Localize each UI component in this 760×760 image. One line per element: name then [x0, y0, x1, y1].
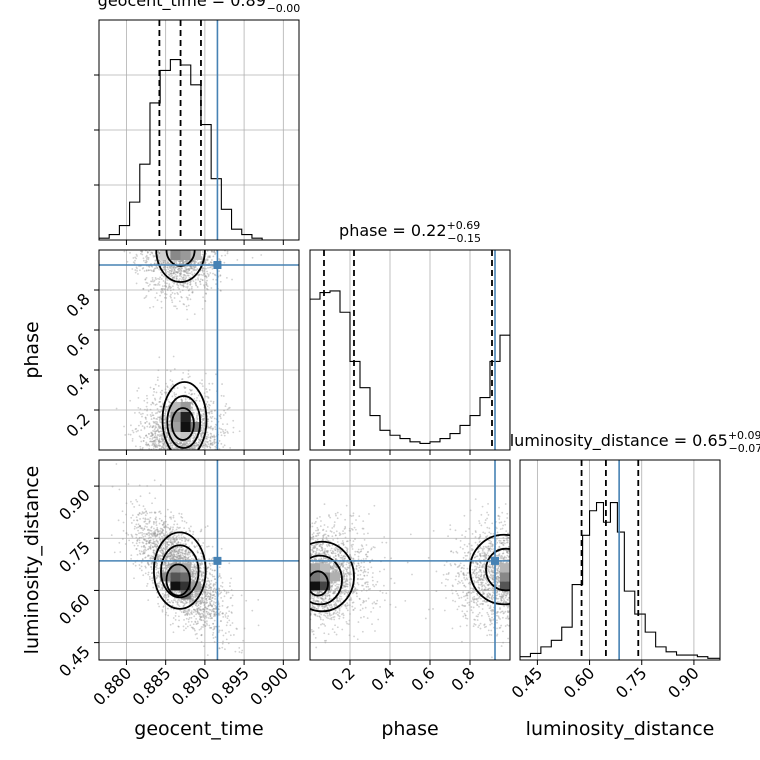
x-tick-label: 0.60: [560, 663, 599, 702]
truth-marker: [491, 556, 499, 565]
density-cell: [500, 581, 510, 591]
y-tick-label: 0.90: [55, 485, 94, 524]
marginal-title: phase = 0.22+0.69 −0.15: [339, 219, 481, 245]
density-cell: [330, 572, 340, 582]
joint-geocent_time-luminosity_distance: 0.45 0.60 0.75 0.90 0.8800.8850.8900.8950.90…: [55, 459, 300, 709]
joint-phase-luminosity_distance: 0.2 0.4 0.6 0.8: [309, 459, 511, 695]
density-cell: [180, 572, 191, 582]
x-tick-label: 0.890: [168, 663, 214, 709]
panel-border: [98, 249, 300, 451]
density-cell: [180, 432, 191, 442]
contour-line: [160, 544, 200, 599]
marginal-title: luminosity_distance = 0.65+0.09 −0.07: [510, 429, 760, 455]
contour-line: [153, 531, 207, 610]
density-cell: [310, 581, 320, 591]
x-tick-label: 0.4: [367, 663, 398, 694]
panel-border: [309, 249, 511, 451]
density-cell: [180, 590, 191, 600]
y-tick-label: 0.60: [55, 590, 94, 629]
density-cell: [180, 581, 191, 591]
density-cell: [320, 563, 330, 573]
density-cell: [170, 412, 181, 422]
density-cell: [180, 402, 191, 412]
density-cell: [310, 563, 320, 573]
density-cell: [320, 572, 330, 582]
x-axis-label: phase: [381, 718, 438, 740]
density-cell: [170, 422, 181, 432]
y-tick-label: 0.2: [62, 409, 93, 440]
contour-line: [166, 395, 202, 449]
x-tick-label: 0.880: [89, 663, 135, 709]
marginal-title: geocent_time = 0.89+0.00−0.00: [98, 0, 301, 15]
x-tick-label: 0.2: [327, 663, 358, 694]
y-tick-label: 0.8: [62, 289, 93, 320]
histogram-luminosity_distance: [520, 502, 720, 660]
density-cell: [500, 572, 510, 582]
panel-border: [519, 459, 721, 661]
marginal-geocent_time: geocent_time = 0.89+0.00−0.00: [94, 0, 300, 245]
contour-line: [485, 547, 510, 592]
contour-line: [469, 533, 510, 606]
histogram-geocent_time: [99, 59, 299, 240]
x-tick-label: 0.895: [207, 663, 253, 709]
x-tick-label: 0.900: [246, 663, 292, 709]
histogram-phase: [310, 290, 510, 450]
density-cell: [180, 250, 191, 260]
panel-border: [309, 459, 511, 661]
contour-line: [155, 250, 206, 283]
contour-line: [165, 563, 191, 597]
contour-line: [165, 250, 196, 267]
density-cell: [170, 572, 181, 582]
truth-marker: [213, 261, 222, 269]
density-cell: [180, 422, 191, 432]
truth-marker: [213, 556, 222, 565]
panel-border: [98, 459, 300, 661]
density-cell: [180, 412, 191, 422]
contour-line: [310, 570, 329, 597]
density-cell: [500, 563, 510, 573]
density-cell: [160, 250, 171, 260]
joint-geocent_time-phase: 0.2 0.4 0.6 0.8: [62, 249, 300, 455]
density-cell: [170, 581, 181, 591]
x-axis-label: geocent_time: [134, 718, 263, 740]
contour-line: [310, 554, 343, 606]
y-axis-label: luminosity_distance: [21, 466, 43, 655]
density-cell: [190, 422, 201, 432]
density-cell: [320, 581, 330, 591]
density-cell: [190, 250, 201, 260]
density-cell: [170, 250, 181, 260]
marginal-luminosity_distance: luminosity_distance = 0.65+0.09 −0.07 0.45…: [508, 429, 760, 702]
x-tick-label: 0.90: [664, 663, 703, 702]
contour-line: [161, 381, 208, 450]
density-cell: [170, 563, 181, 573]
contour-line: [310, 540, 355, 613]
y-tick-label: 0.4: [62, 369, 93, 400]
x-axis-label: luminosity_distance: [526, 718, 715, 740]
x-tick-label: 0.45: [508, 663, 547, 702]
x-tick-label: 0.885: [129, 663, 175, 709]
y-tick-label: 0.45: [55, 642, 94, 681]
marginal-phase: phase = 0.22+0.69 −0.15: [309, 219, 511, 455]
density-cell: [170, 402, 181, 412]
y-tick-label: 0.6: [62, 329, 93, 360]
y-axis-label: phase: [21, 321, 43, 378]
x-tick-label: 0.75: [612, 663, 651, 702]
density-cell: [160, 572, 171, 582]
contour-line: [171, 407, 195, 441]
density-cell: [310, 572, 320, 582]
x-tick-label: 0.6: [407, 663, 438, 694]
x-tick-label: 0.8: [447, 663, 478, 694]
y-tick-label: 0.75: [55, 538, 94, 577]
